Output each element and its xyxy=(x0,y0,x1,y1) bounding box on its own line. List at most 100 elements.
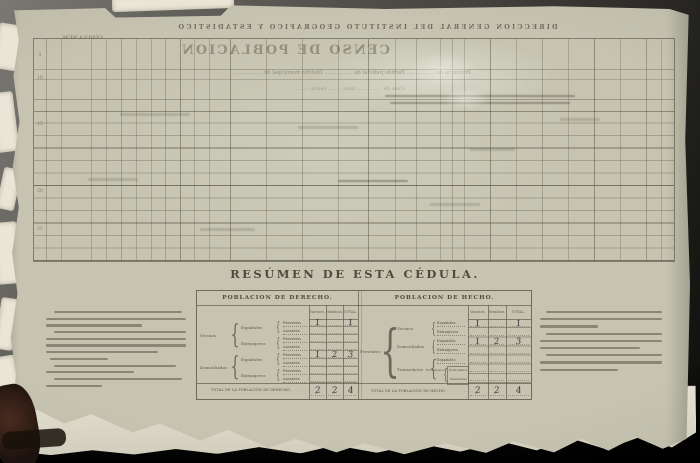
grid-line xyxy=(165,39,166,261)
col-header-varones: Varones. xyxy=(309,310,326,314)
grid-line xyxy=(302,39,303,261)
cell xyxy=(488,346,506,355)
row-label: Presentes xyxy=(283,336,307,343)
row-rules xyxy=(309,319,358,383)
census-page-paper: DIRECCION GENERAL DEL INSTITUTO GEOGRAFI… xyxy=(10,5,690,455)
paper-smudge xyxy=(408,52,478,86)
grid-line xyxy=(266,39,267,261)
brace: { xyxy=(429,356,438,382)
grid-line xyxy=(106,39,107,261)
margin-row-number: 25 xyxy=(37,227,43,232)
hecho-rows: Españoles 1 1 Extranjeros Españoles 1 2 … xyxy=(358,318,531,383)
rule xyxy=(309,319,358,320)
grid-line xyxy=(121,39,122,261)
cell: 1 xyxy=(506,318,531,329)
cell xyxy=(309,335,326,343)
cell: 3 xyxy=(506,337,531,347)
table-row: Ausentes xyxy=(197,375,358,383)
resumen-title: RESÚMEN DE ESTA CÉDULA. xyxy=(230,267,480,281)
brace: { xyxy=(230,320,240,350)
brace: { xyxy=(430,319,437,338)
bleed-mark xyxy=(560,118,600,121)
row-label: Ausentes xyxy=(283,344,307,351)
table-row: Extranjeros xyxy=(358,346,531,355)
total-cell: 2 xyxy=(326,383,343,399)
grid-line xyxy=(490,39,491,261)
grid-line xyxy=(440,39,441,261)
cell: 1 xyxy=(468,337,488,347)
grid-line xyxy=(620,39,621,261)
rule xyxy=(468,319,531,320)
cell: 1 xyxy=(343,318,358,328)
grid-line xyxy=(34,111,674,112)
grid-line xyxy=(395,39,396,261)
table-row: Extranjeros xyxy=(358,328,531,337)
grid-line xyxy=(516,39,517,261)
grid-line xyxy=(464,39,465,261)
cell xyxy=(326,327,343,335)
rule xyxy=(506,305,507,399)
cell: 2 xyxy=(326,350,343,360)
cell xyxy=(468,356,488,365)
brace: { xyxy=(275,319,281,335)
margin-row-number: 5 xyxy=(38,53,42,58)
table-row xyxy=(358,374,531,383)
bleed-mark xyxy=(338,180,408,183)
group-label: Vecinos xyxy=(200,332,217,338)
cell xyxy=(468,365,488,374)
rule xyxy=(197,305,531,306)
cell xyxy=(468,374,488,383)
row-label: Presentes xyxy=(283,352,307,359)
cell xyxy=(326,343,343,351)
row-label: Ausentes xyxy=(283,360,307,367)
cell xyxy=(488,374,506,383)
bleed-mark xyxy=(200,228,255,231)
row-label: Españoles xyxy=(437,357,465,364)
cell xyxy=(468,346,488,355)
rule xyxy=(488,305,489,399)
total-cell: 2 xyxy=(488,383,506,399)
brace: { xyxy=(430,337,437,356)
margin-row-number: 20 xyxy=(37,189,43,194)
total-cell: 4 xyxy=(343,383,358,399)
grid-line xyxy=(338,39,339,261)
cell: 3 xyxy=(343,350,358,360)
grid-line xyxy=(661,39,662,261)
cell xyxy=(326,335,343,343)
grid-line xyxy=(230,39,231,261)
cell xyxy=(506,346,531,355)
cell xyxy=(506,328,531,337)
table-row: Españoles 1 1 xyxy=(358,318,531,329)
bleed-mark xyxy=(88,178,138,181)
cell xyxy=(488,328,506,337)
bleed-mark xyxy=(120,113,190,116)
brace: { xyxy=(275,335,281,351)
grid-line xyxy=(452,39,453,261)
total-cell: 4 xyxy=(506,383,531,399)
table-row: Presentes 1 1 xyxy=(197,318,358,328)
group-label: Extranjeros xyxy=(241,372,266,378)
grid-line xyxy=(180,39,181,261)
grid-line xyxy=(368,39,369,261)
printed-instructions-right xyxy=(540,311,666,376)
cell xyxy=(343,375,358,383)
rule xyxy=(361,291,362,399)
row-label: Transeúntes xyxy=(449,376,467,381)
group-label: Extranjeros xyxy=(426,368,446,372)
row-label: Extranjeros xyxy=(437,347,465,355)
group-label: Españoles xyxy=(241,324,263,330)
blank-census-grid: 5 10 15 20 25 xyxy=(33,38,675,262)
table-row: Presentes xyxy=(197,367,358,375)
row-label: Presentes xyxy=(283,368,307,375)
hecho-header: POBLACION DE HECHO. xyxy=(394,295,495,301)
bleed-mark xyxy=(298,126,358,129)
cell xyxy=(309,375,326,383)
grid-line xyxy=(151,39,152,261)
total-cell: 2 xyxy=(468,383,488,399)
cell: 1 xyxy=(309,318,326,328)
grid-line xyxy=(136,39,137,261)
total-cell: 2 xyxy=(309,383,326,399)
cell xyxy=(326,359,343,367)
grid-line xyxy=(568,39,569,261)
grid-line xyxy=(34,79,674,80)
